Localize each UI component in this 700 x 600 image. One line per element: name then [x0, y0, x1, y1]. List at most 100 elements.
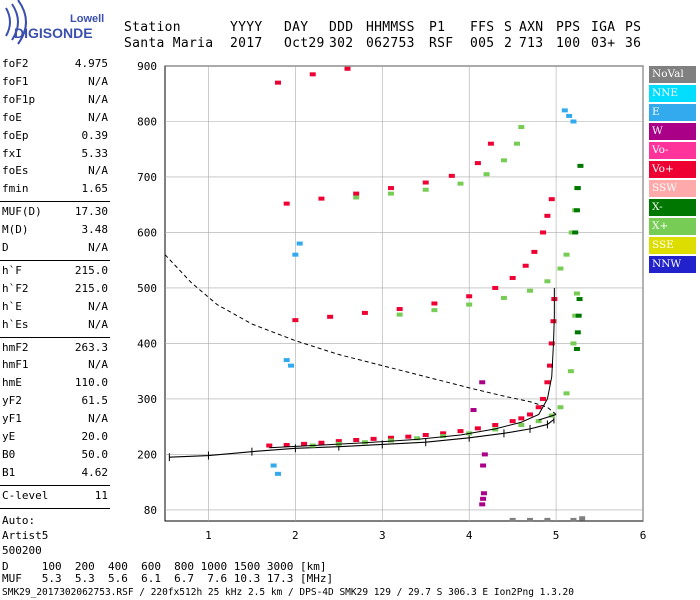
param-label: hmE [2, 376, 22, 390]
param-separator [0, 484, 110, 486]
echo-point-X+ [440, 434, 447, 439]
param-label: foF1p [2, 92, 36, 106]
header-value-11: 36 [625, 36, 642, 51]
echo-point-X+ [527, 288, 534, 293]
echo-point-Vo+ [548, 341, 555, 346]
echo-point-Vo+ [550, 319, 557, 324]
param-separator [0, 336, 110, 338]
echo-point-Vo+ [387, 186, 394, 191]
header-value-4: 062753 [366, 36, 415, 51]
param-value: N/A [88, 92, 108, 106]
param-label: foF1 [2, 74, 29, 88]
muf-row: MUF 5.3 5.3 5.6 6.1 6.7 7.6 10.3 17.3 [M… [2, 572, 334, 585]
param-separator [0, 201, 110, 203]
dashed-density-curve [164, 254, 557, 415]
y-tick-label: 500 [137, 282, 157, 295]
echo-point-X+ [492, 427, 499, 432]
plot-frame [164, 65, 644, 522]
x-tick-label: 4 [466, 529, 473, 542]
param-label: MUF(D) [2, 205, 42, 219]
param-label: foEs [2, 164, 29, 178]
param-value: 11 [94, 488, 108, 502]
param-row: hmF1 N/A [2, 358, 108, 376]
echo-point-Vo+ [492, 285, 499, 290]
echo-point-X+ [563, 252, 570, 257]
echo-point-Vo+ [531, 249, 538, 254]
echo-point-X+ [396, 312, 403, 317]
echo-point-NoVal [544, 517, 551, 522]
header-value-10: 03+ [591, 36, 616, 51]
header-label-11: PS [625, 20, 642, 35]
legend-item: Vo+ [649, 161, 696, 178]
echo-point-Vo+ [301, 441, 308, 446]
echo-point-X+ [570, 341, 577, 346]
param-label: D [2, 241, 9, 254]
header-label-0: Station [124, 20, 181, 35]
param-value: 20.0 [81, 430, 109, 443]
echo-point-Vo+ [274, 80, 281, 85]
param-row: yE 20.0 [2, 430, 108, 448]
echo-point-X+ [557, 405, 564, 410]
polarization-legend: NoVal NNE E W Vo- Vo+ SSW X- X+ SSE NNW [649, 66, 696, 275]
echo-point-Vo+ [518, 416, 525, 421]
param-value: 5.33 [81, 146, 109, 160]
echo-point-Vo+ [405, 434, 412, 439]
echo-point-Vo+ [466, 294, 473, 299]
echo-point-NoVal [509, 517, 516, 522]
param-label: B1 [2, 465, 16, 479]
legend-item: SSW [649, 180, 696, 197]
echo-point-X+ [518, 423, 525, 428]
header-label-10: IGA [591, 20, 616, 35]
svg-text:DIGISONDE: DIGISONDE [14, 25, 93, 41]
header-value-6: 005 [470, 36, 495, 51]
param-value: N/A [88, 358, 108, 372]
param-row: yF2 61.5 [2, 394, 108, 412]
echo-point-X- [577, 163, 584, 168]
param-row: h`E N/A [2, 300, 108, 318]
header-value-7: 2 [504, 36, 513, 51]
param-row: yF1 N/A [2, 412, 108, 430]
o-trace-line [269, 287, 555, 449]
param-value: N/A [88, 110, 108, 124]
param-row: hmF2 263.3 [2, 341, 108, 359]
echo-point-W [470, 408, 477, 413]
param-separator [0, 507, 110, 509]
y-tick-label: 400 [137, 337, 157, 350]
legend-item: E [649, 104, 696, 121]
legend-item: W [649, 123, 696, 140]
param-value: 1.65 [81, 182, 109, 196]
param-row: MUF(D) 17.30 [2, 205, 108, 223]
param-label: h`Es [2, 317, 29, 331]
param-value: 17.30 [74, 205, 108, 219]
echo-point-Vo+ [327, 314, 334, 319]
autoscaling-info: Auto: [2, 513, 36, 527]
echo-point-Vo+ [440, 431, 447, 436]
echo-point-W [480, 496, 487, 501]
echo-point-E [296, 241, 303, 246]
param-label: foE [2, 110, 22, 124]
echo-point-X+ [568, 230, 575, 235]
echo-point-Vo+ [548, 197, 555, 202]
footer-info: SMK29_2017302062753.RSF / 220fx512h 25 k… [2, 587, 574, 598]
echo-point-X+ [361, 440, 368, 445]
param-label: h`F2 [2, 281, 29, 295]
param-label: foEp [2, 128, 29, 142]
param-row: foE N/A [2, 111, 108, 129]
param-value: N/A [88, 164, 108, 178]
param-row: fmin 1.65 [2, 182, 108, 200]
echo-point-Vo+ [509, 275, 516, 280]
echo-point-Vo+ [544, 380, 551, 385]
param-label: h`E [2, 299, 22, 313]
header-label-4: HHMMSS [366, 20, 415, 35]
param-value: 110.0 [74, 376, 108, 390]
echo-point-Vo+ [266, 443, 273, 448]
legend-item: X- [649, 199, 696, 216]
param-value: N/A [88, 317, 108, 331]
param-label: fxI [2, 146, 22, 160]
echo-point-X+ [387, 191, 394, 196]
echo-point-X+ [457, 181, 464, 186]
echo-point-Vo+ [457, 429, 464, 434]
echo-point-X+ [500, 158, 507, 163]
echo-point-X+ [353, 195, 360, 200]
param-label: B0 [2, 447, 16, 461]
